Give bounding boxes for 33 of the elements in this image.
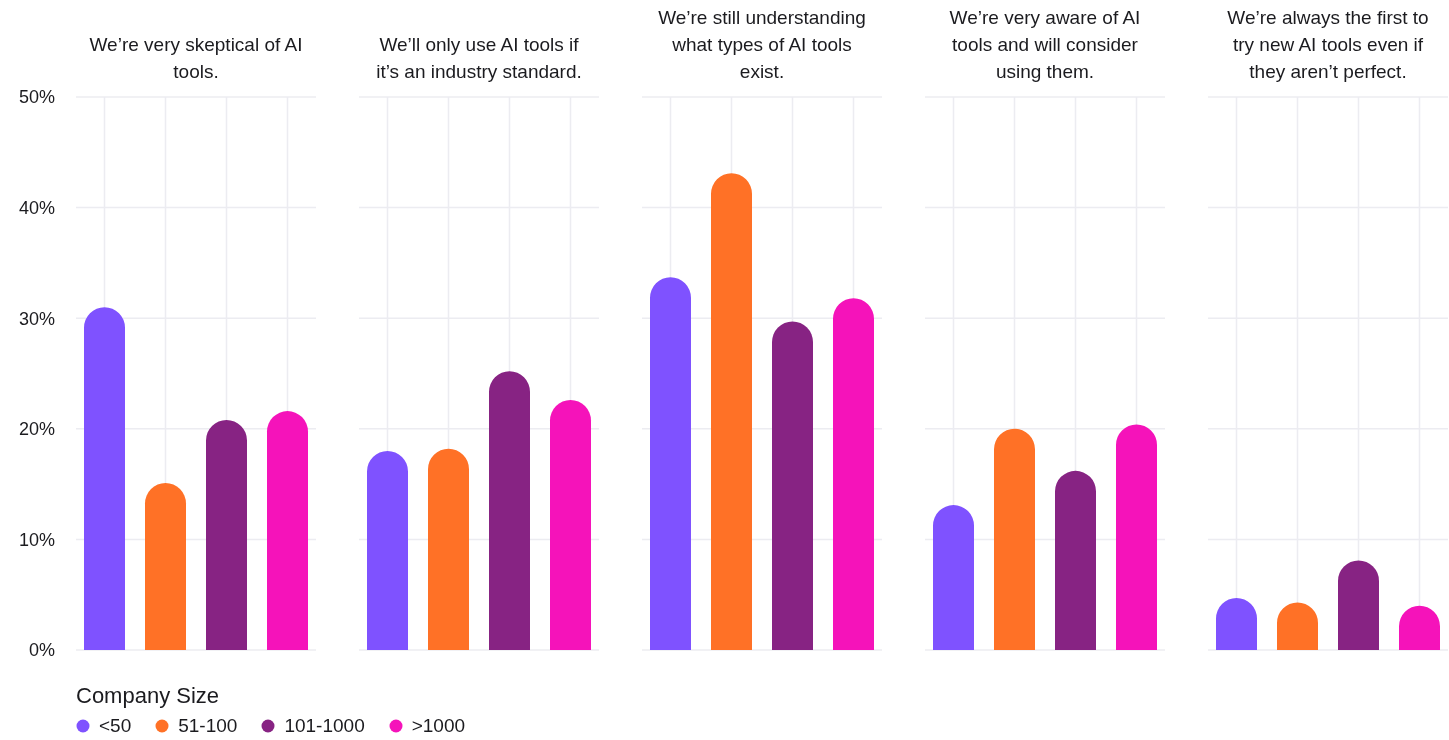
y-tick-label: 30%	[18, 308, 55, 329]
legend-label: <50	[99, 715, 132, 737]
bar	[994, 428, 1035, 650]
legend-title: Company Size	[76, 683, 221, 709]
legend-label: 51-100	[178, 715, 238, 737]
x-tick-label: We’re very skeptical of AI tools.	[89, 34, 303, 82]
bar	[267, 411, 308, 650]
bar	[489, 371, 530, 650]
bar	[145, 482, 186, 650]
y-tick-label: 40%	[18, 197, 55, 218]
bar	[711, 173, 752, 650]
bar	[933, 505, 974, 650]
y-tick-label: 0%	[28, 640, 55, 661]
legend-label: 101-1000	[284, 715, 365, 737]
x-tick-label: We’ll only use AI tools if it’s an industry standard.	[376, 34, 582, 82]
bar	[1116, 424, 1157, 650]
bar	[650, 277, 691, 650]
bar	[550, 400, 591, 650]
x-tick-label: We’re still understanding what types of AI tools exist.	[658, 7, 866, 82]
bar	[772, 321, 813, 650]
bar	[84, 307, 125, 650]
bar	[367, 450, 408, 650]
x-tick-label: We’re always the first to try new AI tools even if they aren’t perfect.	[1227, 7, 1429, 82]
bar	[1055, 470, 1096, 650]
bar	[1338, 560, 1379, 650]
bar	[833, 298, 874, 650]
x-tick-label: We’re very aware of AI tools and will consider using them.	[949, 7, 1141, 82]
y-tick-label: 50%	[18, 87, 55, 108]
bar	[428, 448, 469, 650]
y-tick-label: 20%	[18, 419, 55, 440]
y-tick-label: 10%	[18, 529, 55, 550]
legend-label: >1000	[411, 715, 466, 737]
bar	[206, 419, 247, 650]
